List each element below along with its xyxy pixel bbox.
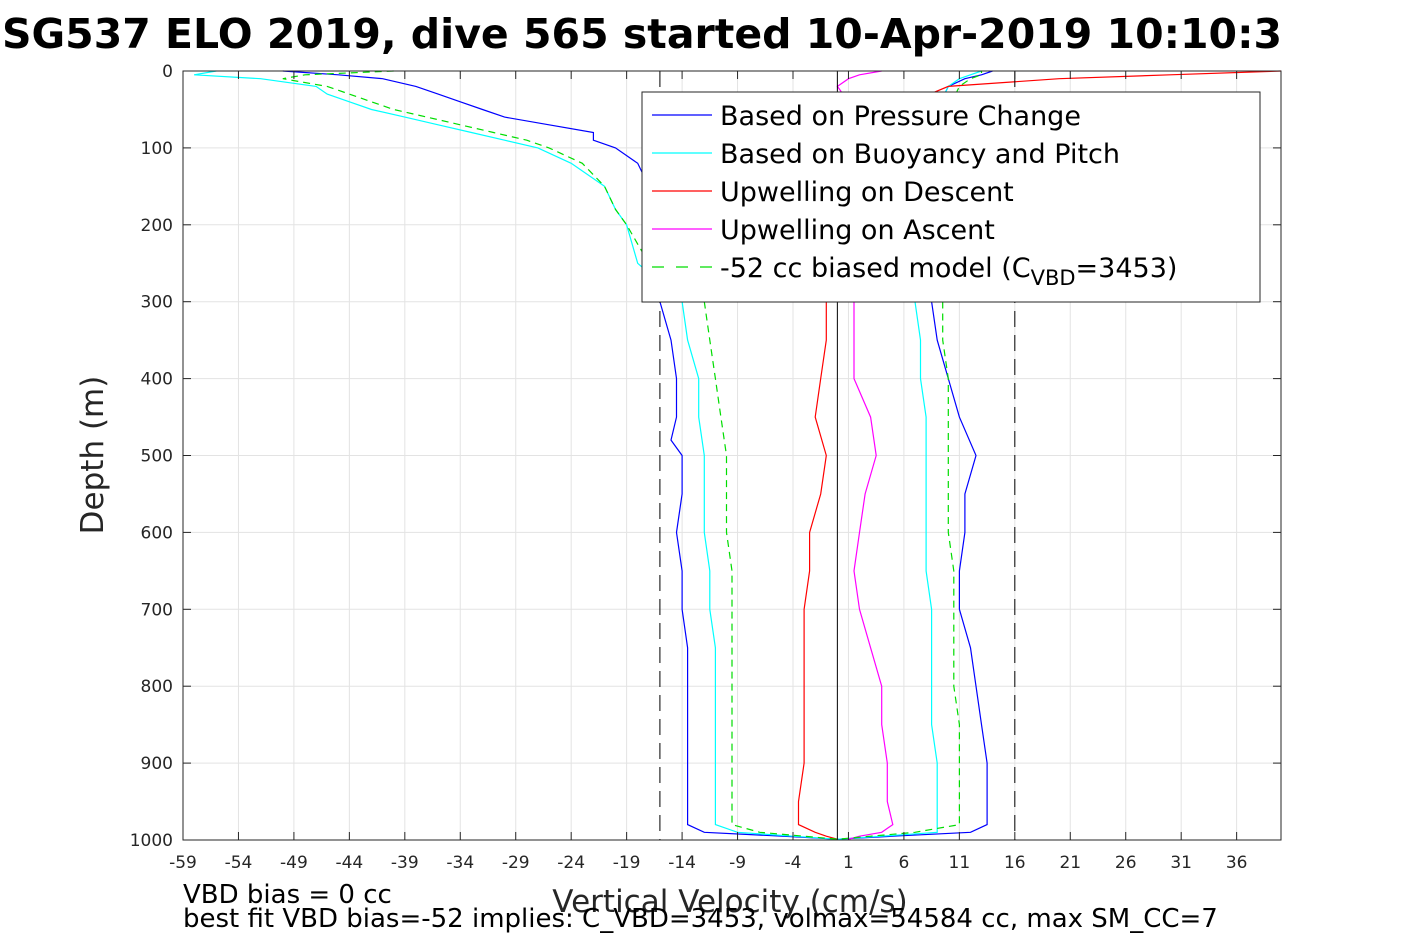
x-tick-label: -34 [446,853,474,873]
x-tick-label: 26 [1115,853,1137,873]
x-tick-label: -29 [502,853,530,873]
x-tick-label: -9 [729,853,746,873]
legend-label-text: Based on Buoyancy and Pitch [720,139,1120,170]
legend-label-text: Upwelling on Descent [720,177,1014,208]
x-tick-label: -14 [668,853,696,873]
legend-label: Based on Pressure Change [720,101,1081,132]
x-tick-label: -39 [391,853,419,873]
x-tick-label: 31 [1170,853,1192,873]
legend-label: Upwelling on Descent [720,177,1014,208]
x-tick-label: 36 [1226,853,1248,873]
legend: Based on Pressure Change Based on Buoyanc… [641,91,1261,303]
x-tick-label: -49 [280,853,308,873]
x-tick-label: 16 [1004,853,1026,873]
x-axis-label: Vertical Velocity (cm/s) [552,884,907,920]
y-tick-label: 100 [141,139,173,159]
y-tick-label: 200 [141,216,173,236]
x-tick-label: 1 [843,853,854,873]
x-tick-label: -44 [335,853,363,873]
legend-label-text: -52 cc biased model (C [720,253,1031,284]
x-tick-label: -19 [613,853,641,873]
legend-label-subscript: VBD [1031,266,1076,290]
y-tick-label: 400 [141,370,173,390]
y-tick-label: 500 [141,447,173,467]
legend-label: Upwelling on Ascent [720,215,995,246]
x-tick-label: 11 [949,853,971,873]
y-tick-label: 0 [162,62,173,82]
chart-title: SG537 ELO 2019, dive 565 started 10-Apr-… [2,10,1282,58]
legend-label: -52 cc biased model (CVBD=3453) [720,253,1177,290]
x-tick-label: -54 [225,853,253,873]
legend-label-suffix: =3453) [1076,253,1178,284]
y-tick-label: 1000 [130,831,173,851]
y-tick-label: 300 [141,293,173,313]
x-tick-label: 6 [898,853,909,873]
legend-box [641,91,1261,303]
y-tick-label: 900 [141,754,173,774]
series-line-5 [282,70,983,840]
series-line-1 [282,70,993,840]
vbd-bias-text: VBD bias = 0 cc [183,880,392,910]
y-tick-label: 600 [141,523,173,543]
y-tick-label: 700 [141,600,173,620]
x-tick-label: -4 [785,853,802,873]
y-tick-label: 800 [141,677,173,697]
legend-label: Based on Buoyancy and Pitch [720,139,1120,170]
legend-label-text: Based on Pressure Change [720,101,1081,132]
y-axis-label: Depth (m) [75,376,111,535]
y-axis-ticks: 0 100 200 300 400 500 600 700 800 900 1000 [130,62,1281,851]
best-fit-text: best fit VBD bias=-52 implies: C_VBD=345… [183,904,1218,934]
x-tick-label: -24 [557,853,585,873]
x-axis-ticks: -59 -54 -49 -44 -39 -34 -29 -24 -19 -14 -9 -4 1 6 11 16… [169,71,1247,873]
x-tick-label: 21 [1059,853,1081,873]
series-line-2 [193,70,982,840]
legend-label-text: Upwelling on Ascent [720,215,995,246]
x-tick-label: -59 [169,853,197,873]
